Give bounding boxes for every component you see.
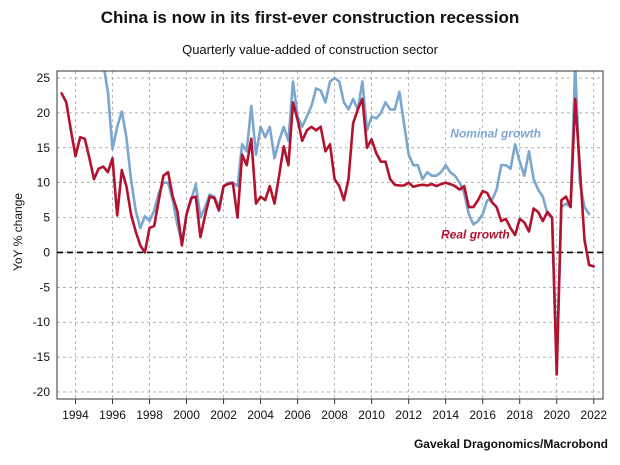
series-lines xyxy=(60,71,595,376)
y-tick-label: -20 xyxy=(33,385,51,399)
x-tick-label: 2006 xyxy=(284,408,311,422)
x-tick-label: 2002 xyxy=(210,408,237,422)
nominal-growth-label: Nominal growth xyxy=(450,126,541,140)
x-tick-label: 1998 xyxy=(136,408,163,422)
x-tick-label: 2020 xyxy=(543,408,570,422)
chart-subtitle: Quarterly value-added of construction se… xyxy=(182,42,438,57)
y-tick-label: -10 xyxy=(33,315,51,329)
y-tick-label: -15 xyxy=(33,350,51,364)
y-axis-ticks: 25 20 15 10 5 0 -5 -10 -15 -20 xyxy=(33,71,51,399)
y-tick-label: 20 xyxy=(37,106,51,120)
y-tick-label: 15 xyxy=(37,141,51,155)
x-tick-label: 2010 xyxy=(358,408,385,422)
real-growth-label: Real growth xyxy=(441,227,510,241)
y-tick-label: -5 xyxy=(39,280,50,294)
gridlines xyxy=(57,71,603,399)
source-credit: Gavekal Dragonomics/Macrobond xyxy=(413,437,608,451)
x-tick-label: 2016 xyxy=(469,408,496,422)
plot-frame xyxy=(56,70,604,400)
real-growth-line xyxy=(60,92,595,376)
x-tick-label: 2004 xyxy=(247,408,274,422)
x-tick-label: 2022 xyxy=(580,408,607,422)
y-tick-label: 25 xyxy=(37,71,51,85)
y-tick-label: 10 xyxy=(37,176,51,190)
x-tick-label: 2012 xyxy=(395,408,422,422)
x-tick-label: 2014 xyxy=(432,408,459,422)
x-axis-ticks: 1994 1996 1998 2000 2002 2004 2006 2008 2010 2012… xyxy=(62,399,607,422)
x-tick-label: 2000 xyxy=(173,408,200,422)
y-tick-label: 5 xyxy=(43,211,50,225)
chart-title: China is now in its first-ever construct… xyxy=(100,8,520,27)
x-tick-label: 2018 xyxy=(506,408,533,422)
x-tick-label: 1996 xyxy=(99,408,126,422)
nominal-growth-line xyxy=(103,71,591,366)
y-axis-label: YoY % change xyxy=(11,193,25,271)
x-tick-label: 2008 xyxy=(321,408,348,422)
x-tick-label: 1994 xyxy=(62,408,89,422)
y-tick-label: 0 xyxy=(43,245,50,259)
